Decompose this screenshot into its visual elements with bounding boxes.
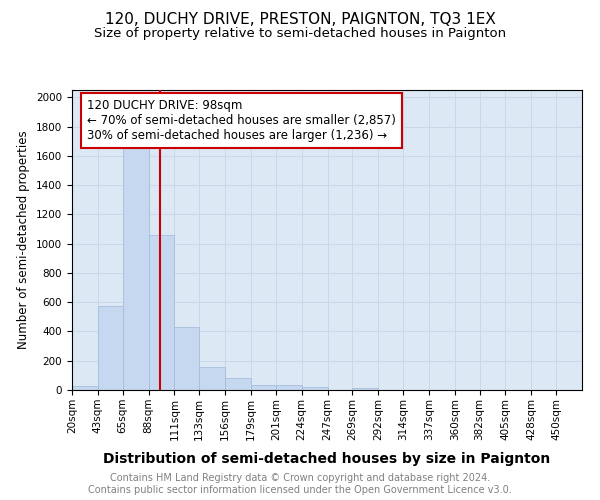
Bar [276,385,302,390]
Bar [122,147,149,390]
Bar [98,306,122,390]
Bar [225,378,251,390]
Bar [302,387,328,390]
Bar [251,385,276,390]
Text: Size of property relative to semi-detached houses in Paignton: Size of property relative to semi-detach… [94,28,506,40]
Text: Distribution of semi-detached houses by size in Paignton: Distribution of semi-detached houses by … [103,452,551,466]
Text: 120, DUCHY DRIVE, PRESTON, PAIGNTON, TQ3 1EX: 120, DUCHY DRIVE, PRESTON, PAIGNTON, TQ3… [104,12,496,28]
Bar [72,386,98,390]
Y-axis label: Number of semi-detached properties: Number of semi-detached properties [17,130,31,350]
Text: Contains HM Land Registry data © Crown copyright and database right 2024.
Contai: Contains HM Land Registry data © Crown c… [88,474,512,495]
Bar [149,235,175,390]
Bar [352,388,378,390]
Bar [199,368,225,390]
Text: 120 DUCHY DRIVE: 98sqm
← 70% of semi-detached houses are smaller (2,857)
30% of : 120 DUCHY DRIVE: 98sqm ← 70% of semi-det… [88,99,396,142]
Bar [175,327,199,390]
